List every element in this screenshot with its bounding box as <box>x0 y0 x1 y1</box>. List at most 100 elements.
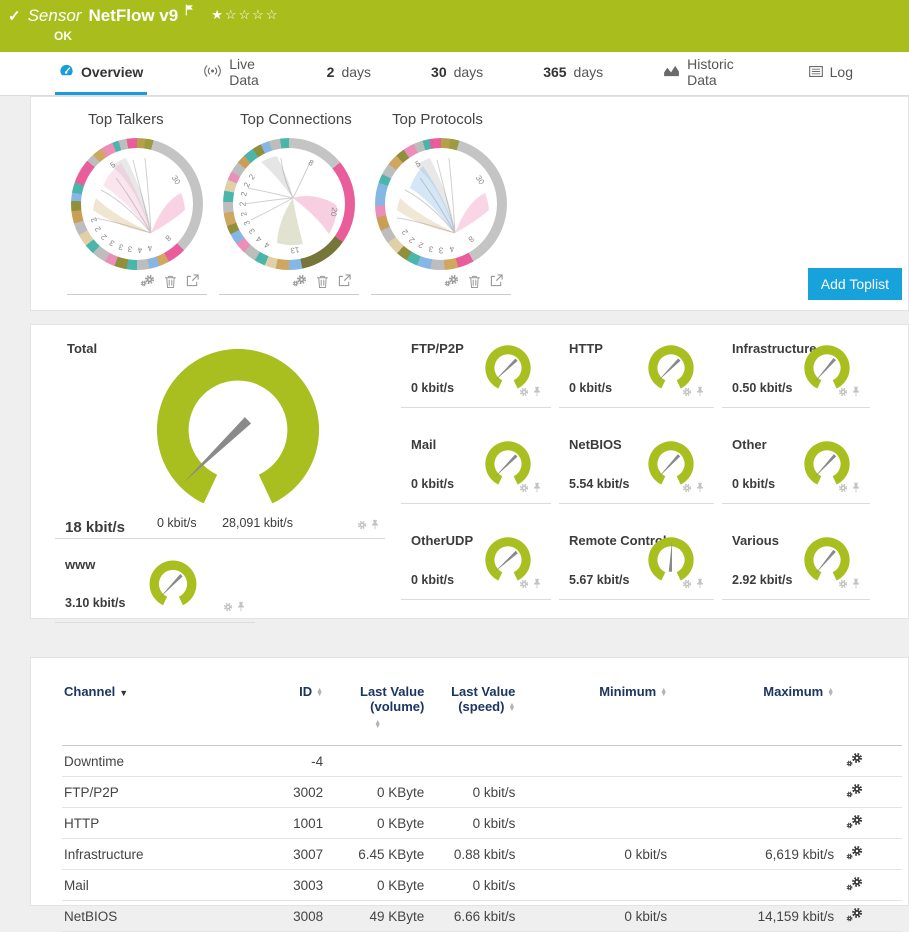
gauge-card-other: Other 0 kbit/s <box>722 431 870 504</box>
channel-name: HTTP <box>62 807 255 839</box>
toplists-panel: Top Talkers 5 30 8 4 4 3 3 3 2 2 2 <box>30 96 909 311</box>
gauge-settings-icon[interactable] <box>682 576 692 594</box>
gauge-scale-max: 28,091 kbit/s <box>222 516 293 530</box>
channel-minimum <box>517 869 670 901</box>
toplist-card-top-connections: Top Connections 8 20 13 4 4 3 3 2 2 2 2 2 <box>219 109 359 295</box>
toplist-settings-icon[interactable] <box>292 274 307 289</box>
channel-maximum: 14,159 kbit/s <box>669 900 837 932</box>
log-list-icon <box>808 64 823 80</box>
column-header-maximum[interactable]: Maximum ▲ ▼ <box>669 672 837 746</box>
toplist-open-icon[interactable] <box>338 274 351 289</box>
channel-last-volume: 49 KByte <box>325 900 427 932</box>
tab-overview[interactable]: Overview <box>55 52 148 95</box>
channel-maximum <box>669 776 837 808</box>
gauge-settings-icon[interactable] <box>357 517 367 535</box>
toplist-settings-icon[interactable] <box>444 274 459 289</box>
sort-icon: ▲ ▼ <box>827 686 835 698</box>
gauge-pin-icon[interactable] <box>696 480 704 498</box>
gauge-value: 0.50 kbit/s <box>732 381 793 395</box>
tab-30-days[interactable]: 30 days <box>427 52 487 95</box>
channel-settings-icon[interactable] <box>846 907 863 922</box>
tab-historic-data[interactable]: Historic Data <box>659 52 745 95</box>
sensor-status-badge: OK <box>54 29 72 43</box>
gauge-icon <box>59 63 74 81</box>
channel-last-speed: 0 kbit/s <box>426 869 518 901</box>
toplist-delete-icon[interactable] <box>468 274 481 289</box>
gauge-title: NetBIOS <box>569 437 622 452</box>
table-row-netbios: NetBIOS 3008 49 KByte 6.66 kbit/s 0 kbit… <box>62 900 902 932</box>
channel-settings-icon[interactable] <box>846 845 863 860</box>
toplist-settings-icon[interactable] <box>140 274 155 289</box>
gauge-settings-icon[interactable] <box>682 480 692 498</box>
table-row-http: HTTP 1001 0 KByte 0 kbit/s <box>62 807 902 839</box>
area-chart-icon <box>663 64 680 80</box>
gauge-card-remote-control: Remote Control 5.67 kbit/s <box>559 527 714 600</box>
toplist-title: Top Connections <box>240 111 352 128</box>
priority-stars[interactable]: ★☆☆☆☆ <box>211 7 280 22</box>
tab-log[interactable]: Log <box>805 52 857 95</box>
gauge-pin-icon[interactable] <box>852 576 860 594</box>
gauge-title: Other <box>732 437 767 452</box>
flag-icon[interactable] <box>185 3 194 21</box>
gauge-pin-icon[interactable] <box>237 599 245 617</box>
sort-icon: ▲ ▼ <box>316 686 324 698</box>
gauge-value: 3.10 kbit/s <box>65 596 126 610</box>
chord-labels: 5 30 8 4 3 3 2 2 2 <box>399 159 487 255</box>
gauge-settings-icon[interactable] <box>519 576 529 594</box>
column-header-last-value-speed[interactable]: Last Value (speed) ▲ ▼ <box>426 672 518 746</box>
gauge-pin-icon[interactable] <box>371 517 379 535</box>
tab-2-days[interactable]: 2 days <box>323 52 375 95</box>
toplist-delete-icon[interactable] <box>164 274 177 289</box>
channel-name: NetBIOS <box>62 900 255 932</box>
channel-maximum <box>669 745 837 777</box>
chord-diagram[interactable]: 5 30 8 4 3 3 2 2 2 <box>375 138 507 270</box>
gauge-pin-icon[interactable] <box>696 576 704 594</box>
toplist-title: Top Talkers <box>88 111 164 128</box>
gauge-settings-icon[interactable] <box>838 384 848 402</box>
gauge-pin-icon[interactable] <box>533 384 541 402</box>
channel-settings-icon[interactable] <box>846 752 863 767</box>
chord-diagram[interactable]: 8 20 13 4 4 3 3 2 2 2 2 2 <box>223 138 355 270</box>
gauges-panel: Total 0 kbit/s 28,091 kbit/s 18 kbit/s w… <box>30 324 909 623</box>
gauge-pin-icon[interactable] <box>533 480 541 498</box>
gauge-pin-icon[interactable] <box>533 576 541 594</box>
channel-name: FTP/P2P <box>62 776 255 808</box>
tab-365-days-number: 365 <box>543 64 567 80</box>
gauge-chart <box>804 441 850 485</box>
gauge-settings-icon[interactable] <box>682 384 692 402</box>
tab-live-data[interactable]: Live Data <box>199 52 270 95</box>
toplist-open-icon[interactable] <box>186 274 199 289</box>
gauge-pin-icon[interactable] <box>696 384 704 402</box>
gauge-title: HTTP <box>569 341 603 356</box>
add-toplist-button[interactable]: Add Toplist <box>807 268 902 300</box>
tab-365-days[interactable]: 365 days <box>539 52 607 95</box>
gauge-chart <box>485 441 531 485</box>
gauge-settings-icon[interactable] <box>519 480 529 498</box>
gauge-settings-icon[interactable] <box>519 384 529 402</box>
gauge-chart <box>804 537 850 581</box>
column-header-channel[interactable]: Channel ▼ <box>62 672 255 746</box>
column-header-id[interactable]: ID ▲ ▼ <box>254 672 326 746</box>
channel-settings-icon[interactable] <box>846 783 863 798</box>
column-header-minimum[interactable]: Minimum ▲ ▼ <box>517 672 670 746</box>
gauge-value: 5.54 kbit/s <box>569 477 630 491</box>
channel-settings-icon[interactable] <box>846 876 863 891</box>
sensor-header: ✓ Sensor NetFlow v9 ★☆☆☆☆ OK <box>0 0 909 52</box>
gauge-settings-icon[interactable] <box>838 480 848 498</box>
chord-diagram[interactable]: 5 30 8 4 4 3 3 3 2 2 2 <box>71 138 203 270</box>
column-header-last-value-volume[interactable]: Last Value (volume) ▲ ▼ <box>325 672 427 746</box>
table-row-infrastructure: Infrastructure 3007 6.45 KByte 0.88 kbit… <box>62 838 902 870</box>
gauge-settings-icon[interactable] <box>838 576 848 594</box>
gauge-card-ftp-p2p: FTP/P2P 0 kbit/s <box>401 335 551 408</box>
channel-id: -4 <box>254 745 326 777</box>
channel-last-volume: 0 KByte <box>325 807 427 839</box>
live-data-icon <box>203 64 222 80</box>
gauge-settings-icon[interactable] <box>223 599 233 617</box>
gauge-pin-icon[interactable] <box>852 480 860 498</box>
toplist-open-icon[interactable] <box>490 274 503 289</box>
channel-settings-icon[interactable] <box>846 814 863 829</box>
toplist-delete-icon[interactable] <box>316 274 329 289</box>
gauge-card-www: www 3.10 kbit/s <box>55 553 255 623</box>
gauge-pin-icon[interactable] <box>852 384 860 402</box>
gauge-card-mail: Mail 0 kbit/s <box>401 431 551 504</box>
